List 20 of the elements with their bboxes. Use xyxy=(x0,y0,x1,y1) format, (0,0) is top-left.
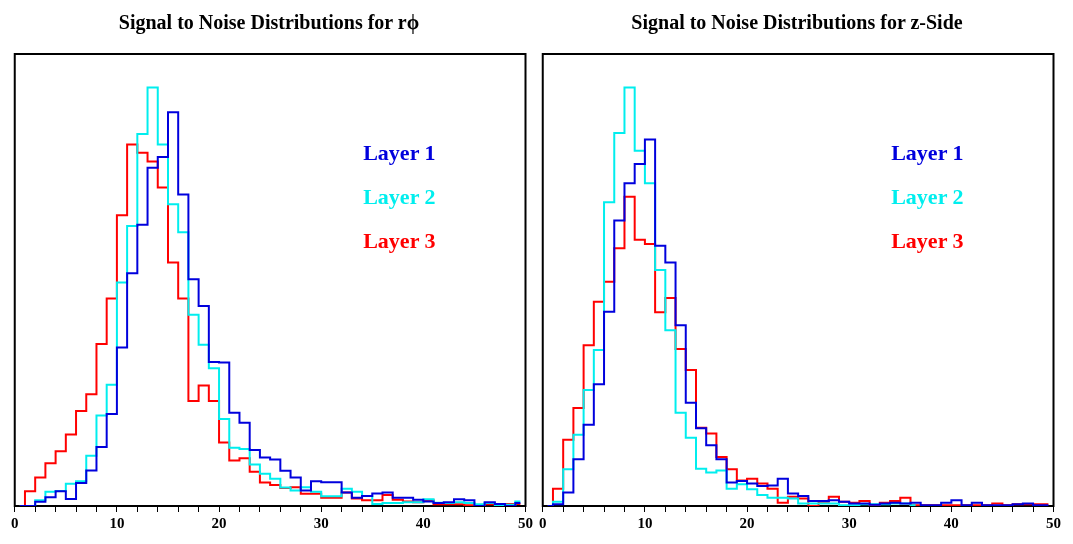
x-tick-label: 10 xyxy=(109,514,125,531)
chart-title: Signal to Noise Distributions for z-Side xyxy=(631,11,963,35)
x-tick-label: 40 xyxy=(943,514,959,531)
x-tick-label: 40 xyxy=(415,514,431,531)
text: Layer 3 xyxy=(363,227,436,253)
x-tick-label: 30 xyxy=(313,514,329,531)
x-tick-label: 0 xyxy=(539,514,547,531)
x-tick-label: 0 xyxy=(11,514,19,531)
x-tick-label: 10 xyxy=(637,514,653,531)
text: Layer 1 xyxy=(891,139,964,165)
text: Layer 3 xyxy=(891,227,964,253)
x-tick-label: 20 xyxy=(211,514,227,531)
x-tick-label: 50 xyxy=(518,514,533,531)
text: Layer 2 xyxy=(891,183,964,209)
x-tick-label: 30 xyxy=(841,514,857,531)
x-tick-label: 50 xyxy=(1046,514,1061,531)
x-tick-label: 20 xyxy=(739,514,755,531)
text: Layer 2 xyxy=(363,183,436,209)
text: Layer 1 xyxy=(363,139,436,165)
chart-title: Signal to Noise Distributions for rϕ xyxy=(118,11,420,35)
